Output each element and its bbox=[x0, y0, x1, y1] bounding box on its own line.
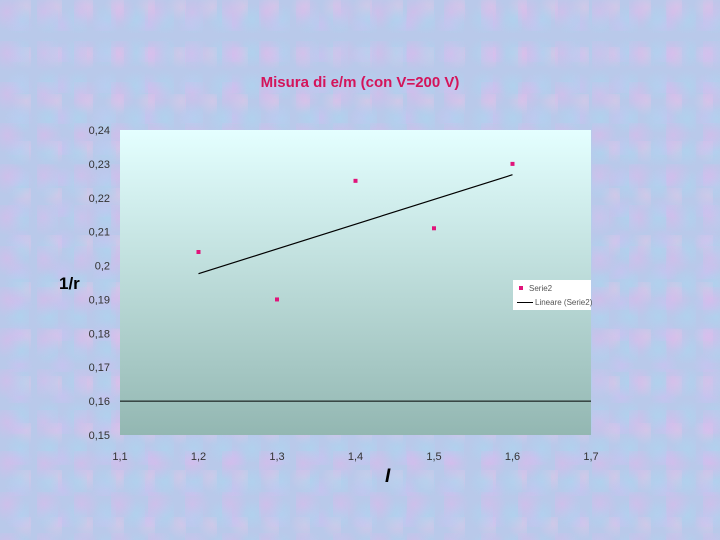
data-point bbox=[353, 178, 358, 183]
data-point bbox=[275, 297, 279, 302]
x-tick-label: 1,1 bbox=[112, 451, 127, 463]
y-tick-label: 0,15 bbox=[89, 430, 110, 442]
x-axis-label: I bbox=[385, 466, 391, 487]
legend-item-series: Serie2 bbox=[517, 282, 552, 294]
y-tick-label: 0,21 bbox=[89, 227, 110, 239]
y-tick-label: 0,17 bbox=[89, 362, 110, 374]
data-point bbox=[196, 250, 201, 254]
y-tick-label: 0,19 bbox=[89, 294, 110, 306]
chart-title: Misura di e/m (con V=200 V) bbox=[260, 74, 460, 91]
legend-label-trendline: Lineare (Serie2) bbox=[535, 297, 593, 307]
legend: Serie2 Lineare (Serie2) bbox=[513, 280, 592, 310]
y-axis-label: 1/r bbox=[59, 274, 80, 293]
legend-label-series: Serie2 bbox=[529, 283, 553, 293]
x-tick-label: 1,2 bbox=[191, 451, 206, 463]
legend-marker-icon bbox=[519, 286, 523, 290]
x-tick-label: 1,5 bbox=[426, 451, 441, 463]
y-tick-label: 0,24 bbox=[89, 125, 110, 137]
y-tick-label: 0,2 bbox=[95, 261, 110, 273]
data-point bbox=[432, 226, 436, 231]
data-point bbox=[510, 161, 515, 166]
legend-line-icon bbox=[517, 301, 533, 303]
y-tick-label: 0,22 bbox=[89, 193, 110, 205]
y-tick-label: 0,18 bbox=[89, 328, 110, 340]
trendline bbox=[198, 174, 513, 275]
x-tick-label: 1,6 bbox=[505, 451, 520, 463]
y-tick-label: 0,23 bbox=[89, 159, 110, 171]
x-tick-label: 1,7 bbox=[583, 451, 598, 463]
y-tick-label: 0,16 bbox=[89, 396, 110, 408]
legend-item-trendline: Lineare (Serie2) bbox=[517, 296, 592, 308]
x-tick-label: 1,4 bbox=[348, 451, 363, 463]
x-tick-label: 1,3 bbox=[269, 451, 284, 463]
